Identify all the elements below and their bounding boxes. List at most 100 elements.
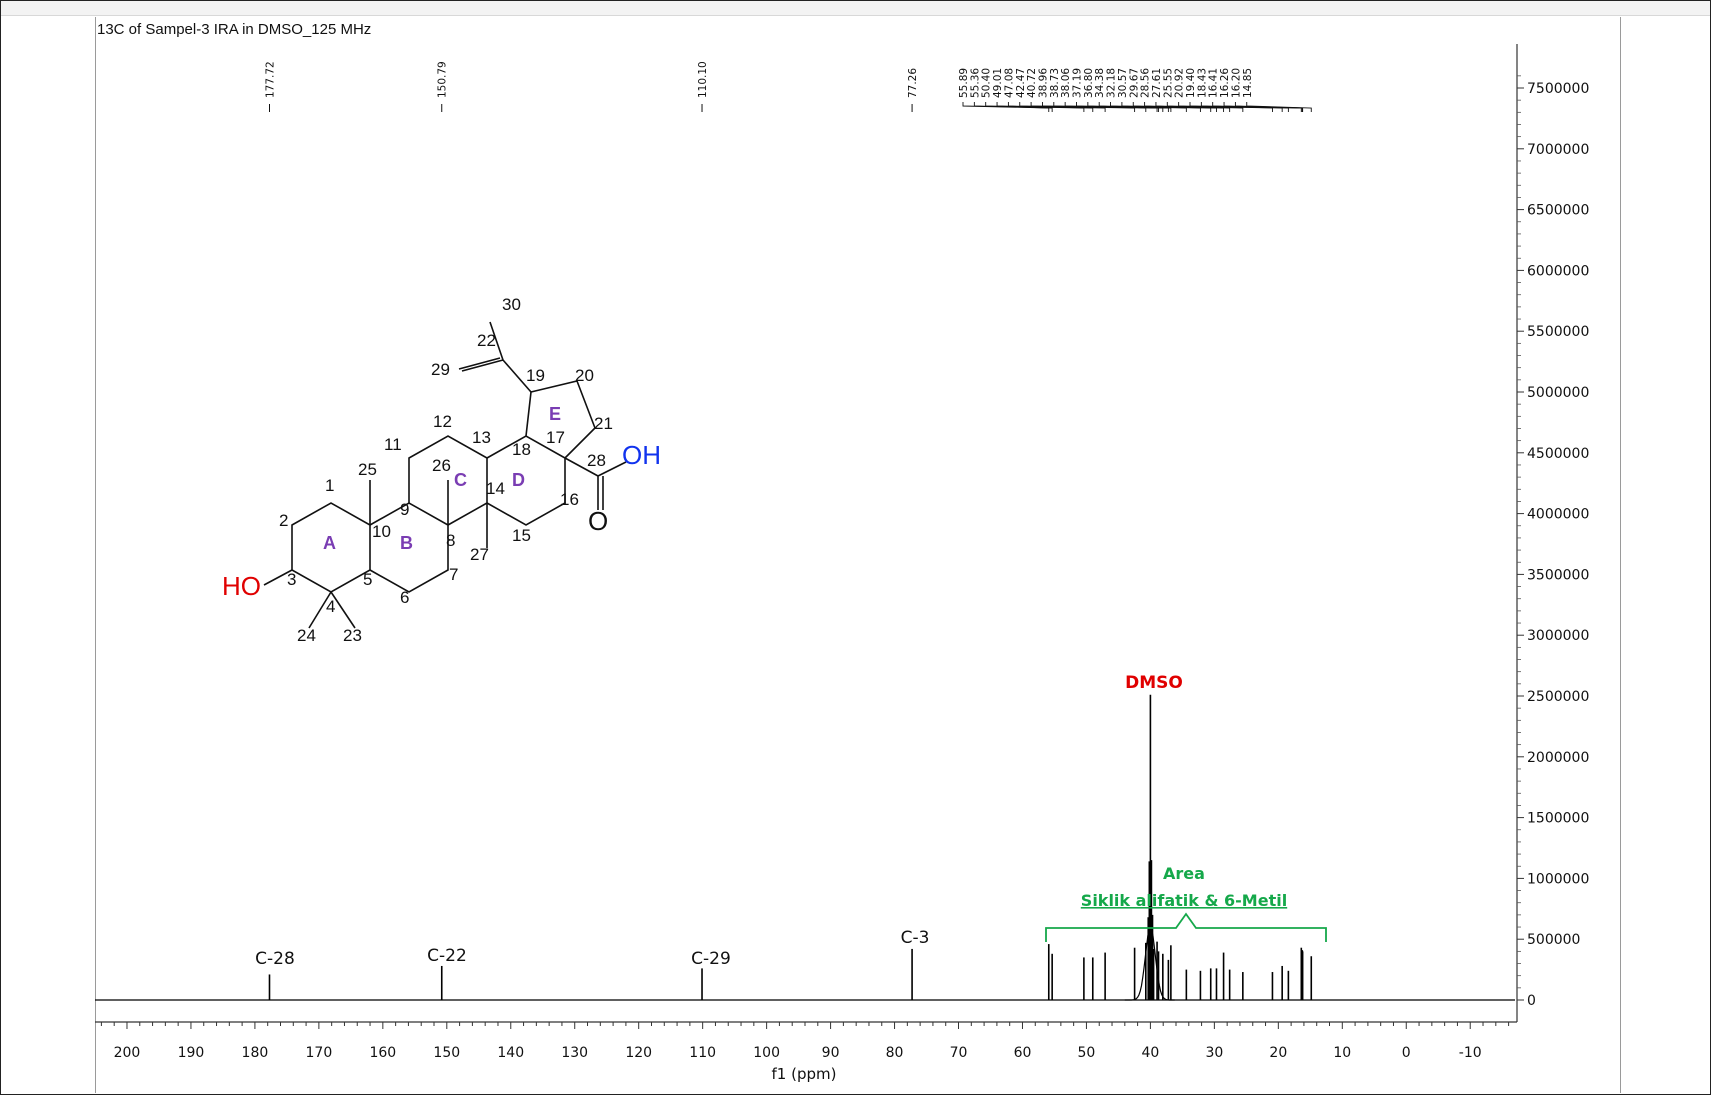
hydroxyl-label-ho: HO (222, 571, 261, 601)
x-ticks-group: 200 190 180 170 160 150 140 130 120 110 100 90 80 70 6… (100, 1022, 1510, 1061)
atom-number-7: 7 (449, 565, 458, 584)
x-tick-label: 90 (822, 1045, 840, 1061)
x-tick-label: 40 (1141, 1045, 1159, 1061)
window-top-bar (1, 1, 1710, 16)
peak-label: 38.73 (1049, 68, 1061, 98)
atom-number-21: 21 (594, 414, 613, 433)
atom-number-17: 17 (546, 428, 565, 447)
peak-label: 36.80 (1083, 68, 1095, 98)
peak-label: 177.72 (264, 61, 276, 98)
peaks-group (268, 694, 1313, 1001)
y-tick-label: 1000000 (1527, 871, 1589, 887)
atom-number-13: 13 (472, 428, 491, 447)
atom-number-12: 12 (433, 412, 452, 431)
ring-e-bonds (525, 380, 596, 459)
x-tick-label: 170 (306, 1045, 333, 1061)
peak-label: 37.19 (1072, 68, 1084, 98)
peak-label: 38.06 (1060, 68, 1072, 98)
y-tick-label: 6500000 (1527, 203, 1589, 219)
atom-number-24: 24 (297, 626, 316, 645)
y-tick-label: 4500000 (1527, 446, 1589, 462)
x-tick-label: 100 (753, 1045, 780, 1061)
atom-number-2: 2 (279, 511, 288, 530)
x-tick-label: 60 (1014, 1045, 1032, 1061)
atom-number-27: 27 (470, 545, 489, 564)
x-tick-label: -10 (1459, 1045, 1482, 1061)
peak-label: 29.67 (1128, 68, 1140, 98)
ring-d-bonds (486, 435, 566, 526)
y-tick-label: 2500000 (1527, 689, 1589, 705)
substituent-bonds (263, 321, 627, 629)
ring-label-e: E (549, 404, 561, 424)
peak-label: 25.55 (1162, 68, 1174, 98)
y-tick-label: 1500000 (1527, 811, 1589, 827)
x-tick-label: 140 (497, 1045, 524, 1061)
annotation-c29: C-29 (691, 949, 731, 969)
x-tick-label: 190 (178, 1045, 205, 1061)
spectrum-panel (95, 17, 1621, 1093)
carboxyl-label-oh: OH (622, 440, 661, 470)
annotation-dmso: DMSO (1125, 673, 1183, 693)
region-bracket (1045, 912, 1327, 942)
spectrum-title: 13C of Sampel-3 IRA in DMSO_125 MHz (97, 21, 372, 38)
y-ticks-group: 0 500000 1000000 1500000 2000000 2500000 30000… (1517, 75, 1589, 1009)
atom-number-25: 25 (358, 460, 377, 479)
y-tick-label: 5500000 (1527, 324, 1589, 340)
peak-label: 20.92 (1174, 68, 1186, 98)
atom-number-11: 11 (384, 435, 402, 454)
ring-label-b: B (400, 533, 413, 553)
y-tick-label: 7000000 (1527, 142, 1589, 158)
x-tick-label: 10 (1333, 1045, 1351, 1061)
carbonyl-label-o: O (588, 506, 608, 536)
atom-number-6: 6 (400, 588, 409, 607)
peak-label-leader (1246, 102, 1312, 112)
y-tick-label: 2000000 (1527, 750, 1589, 766)
peak-label: 38.96 (1037, 68, 1049, 98)
ring-label-d: D (512, 470, 525, 490)
atom-number-19: 19 (526, 366, 545, 385)
x-tick-label: 130 (561, 1045, 588, 1061)
x-tick-label: 120 (625, 1045, 652, 1061)
peak-label: 110.10 (697, 61, 709, 98)
peak-label: 34.38 (1094, 68, 1106, 98)
y-tick-label: 3000000 (1527, 628, 1589, 644)
x-tick-label: 150 (433, 1045, 460, 1061)
peak-label: 27.61 (1151, 68, 1163, 98)
x-tick-label: 110 (689, 1045, 716, 1061)
atom-number-23: 23 (343, 626, 362, 645)
peak-label: 47.08 (1003, 68, 1015, 98)
atom-number-8: 8 (446, 531, 455, 550)
ring-label-a: A (323, 533, 336, 553)
x-axis-title: f1 (ppm) (772, 1065, 837, 1083)
ring-b-bonds (369, 502, 449, 593)
atom-number-5: 5 (363, 570, 372, 589)
peak-label: 19.40 (1185, 68, 1197, 98)
peak-label: 150.79 (437, 61, 449, 98)
atom-number-14: 14 (486, 479, 505, 498)
atom-number-15: 15 (512, 526, 531, 545)
annotation-c22: C-22 (427, 946, 467, 966)
y-tick-label: 4000000 (1527, 507, 1589, 523)
atom-number-26: 26 (432, 456, 451, 475)
y-tick-label: 500000 (1527, 932, 1580, 948)
atom-number-28: 28 (587, 451, 606, 470)
x-tick-label: 20 (1269, 1045, 1287, 1061)
peak-label: 28.56 (1140, 68, 1152, 98)
peak-labels-group: 177.72 150.79 110.10 77.26 55.89 55.36 50.40 49… (264, 61, 1312, 112)
annotation-c3: C-3 (901, 928, 930, 948)
x-tick-label: 160 (369, 1045, 396, 1061)
x-tick-label: 30 (1205, 1045, 1223, 1061)
peak-label: 42.47 (1015, 68, 1027, 98)
y-tick-label: 5000000 (1527, 385, 1589, 401)
peak-label: 40.72 (1026, 68, 1038, 98)
ring-c-bonds (408, 435, 488, 526)
peak-label: 50.40 (981, 68, 993, 98)
x-tick-label: 180 (242, 1045, 269, 1061)
atom-number-16: 16 (560, 490, 579, 509)
atom-number-30: 30 (502, 295, 521, 314)
peak-label: 14.85 (1242, 68, 1254, 98)
x-tick-label: 200 (114, 1045, 141, 1061)
atom-number-20: 20 (575, 366, 594, 385)
